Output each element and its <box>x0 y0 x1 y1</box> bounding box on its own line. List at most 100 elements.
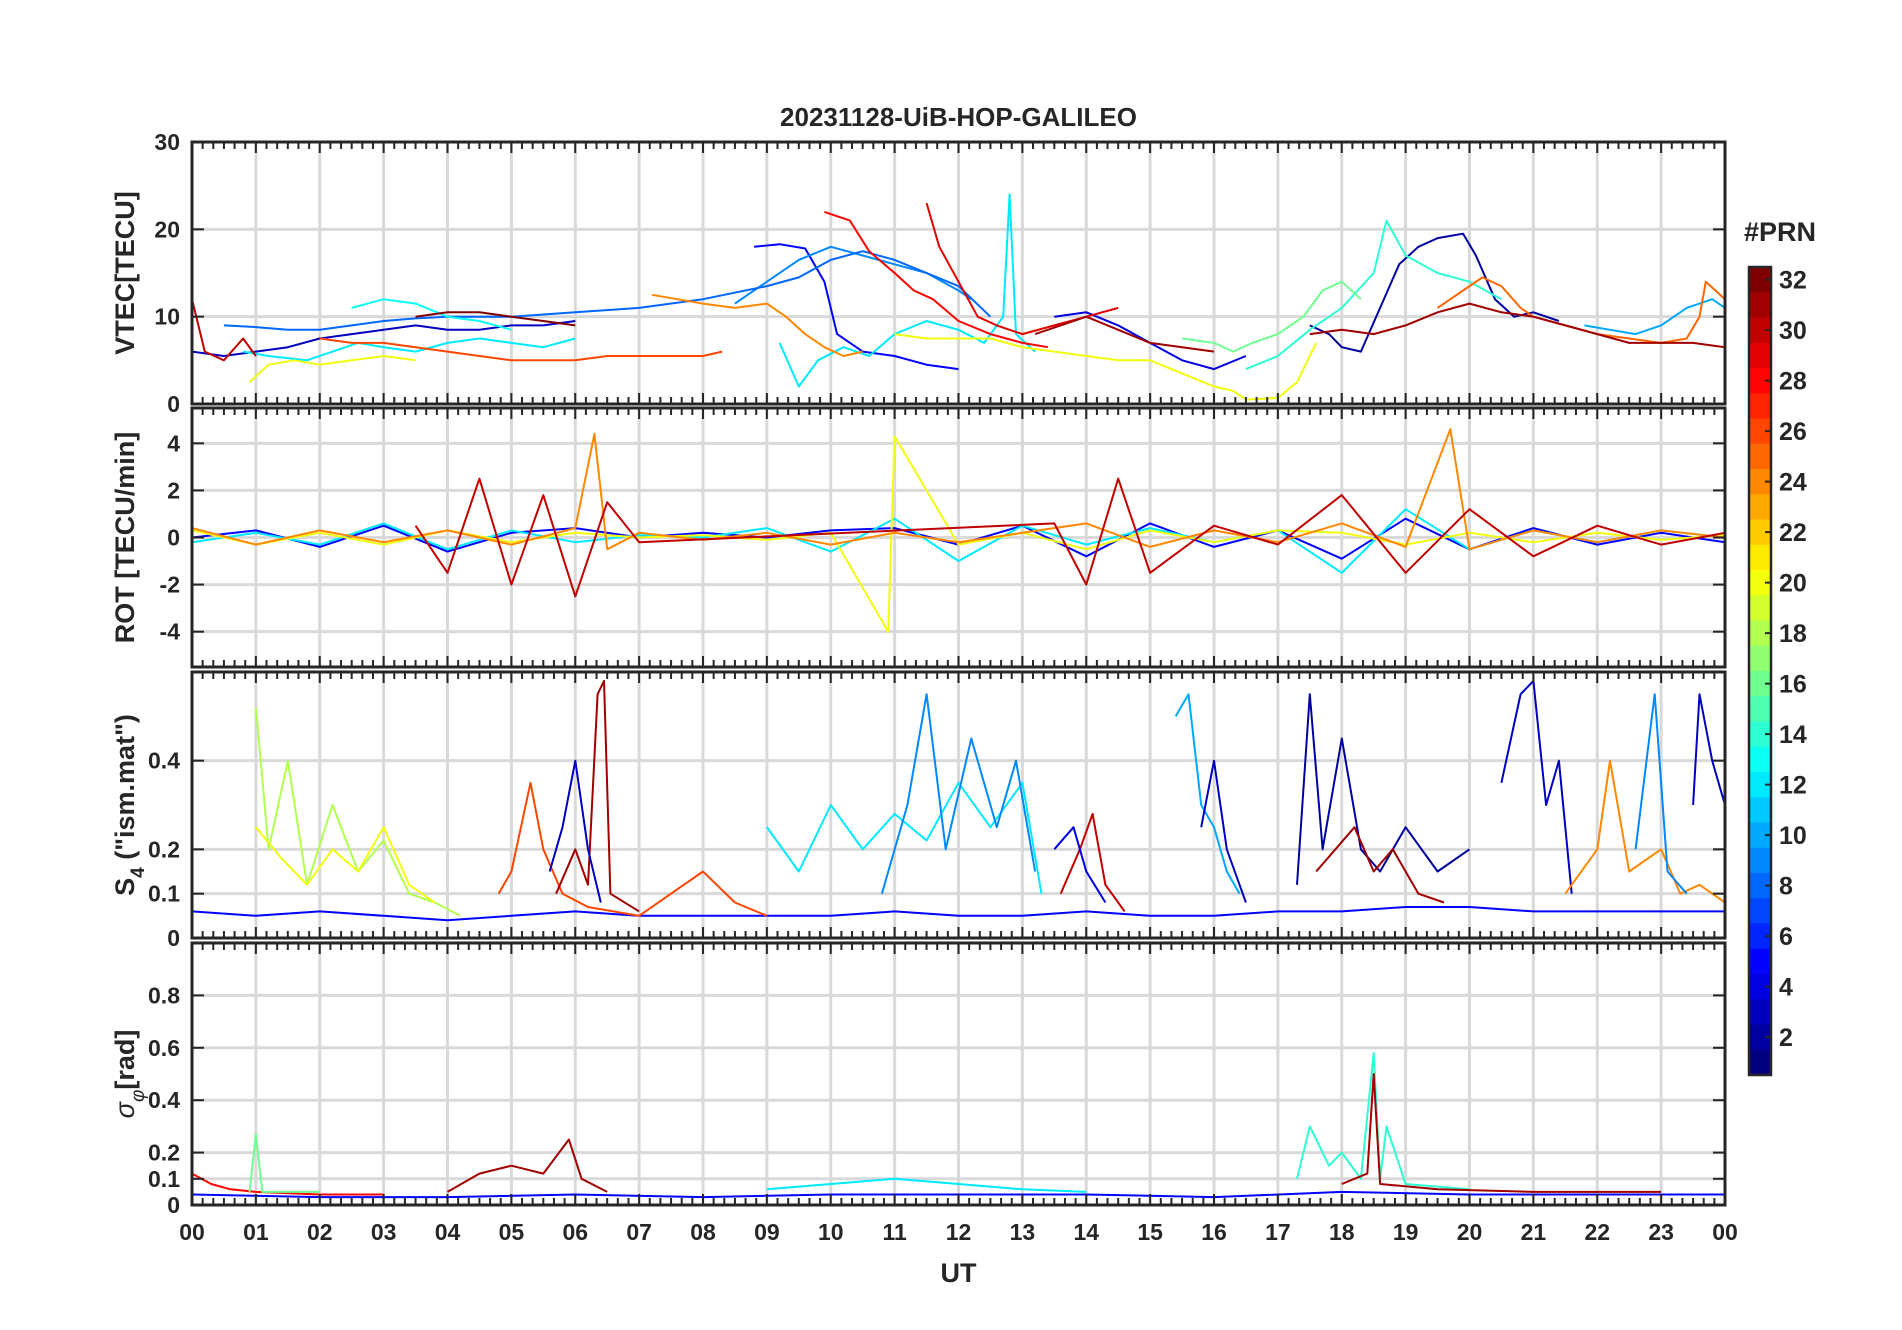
colorbar-tick-label: 22 <box>1779 519 1807 547</box>
colorbar-tick-label: 14 <box>1779 721 1807 749</box>
x-tick-label: 05 <box>499 1219 525 1245</box>
colorbar-segment <box>1749 544 1771 571</box>
x-tick-label: 23 <box>1648 1219 1674 1245</box>
x-tick-label: 17 <box>1265 1219 1291 1245</box>
y-tick-label: 0.2 <box>148 1140 180 1166</box>
series-line <box>1296 1052 1470 1191</box>
series-line <box>447 1138 608 1193</box>
series-line <box>824 210 1049 349</box>
colorbar-segment <box>1749 620 1771 647</box>
series-line <box>1341 1073 1662 1193</box>
colorbar-segment <box>1749 317 1771 344</box>
colorbar-tick-label: 24 <box>1779 469 1807 497</box>
series-line <box>1296 693 1471 885</box>
colorbar-segment <box>1749 797 1771 824</box>
chart-title: 20231128-UiB-HOP-GALILEO <box>780 102 1137 132</box>
series-line <box>415 311 576 327</box>
panel-2-y-ticks: -4 -2 0 2 4 <box>160 430 1725 645</box>
panel-1-grid <box>192 142 1725 404</box>
y-tick-label: 0.4 <box>148 748 180 774</box>
x-tick-label: 22 <box>1584 1219 1610 1245</box>
colorbar-frame <box>1747 265 1773 1077</box>
colorbar-segment <box>1749 494 1771 521</box>
series-line <box>778 193 1036 388</box>
panel-4-grid <box>192 943 1725 1205</box>
colorbar-tick-label: 4 <box>1779 974 1793 1002</box>
colorbar-segment <box>1749 342 1771 369</box>
y-tick-label: -4 <box>160 619 181 645</box>
colorbar-segment <box>1749 393 1771 420</box>
colorbar-segment <box>1749 671 1771 697</box>
colorbar-segment <box>1749 1024 1771 1051</box>
y-axis-label: σφ[rad] <box>110 1030 149 1119</box>
y-tick-label: 0 <box>167 925 180 951</box>
x-tick-label: 19 <box>1393 1219 1419 1245</box>
colorbar-segment <box>1749 898 1771 925</box>
series-line <box>1200 759 1247 903</box>
colorbar-segment <box>1749 267 1771 293</box>
colorbar-tick-label: 2 <box>1779 1024 1793 1052</box>
series-line <box>1500 679 1573 894</box>
colorbar-segment <box>1749 822 1771 849</box>
y-tick-label: 0 <box>167 391 180 417</box>
series-line <box>497 781 768 917</box>
y-tick-label: 10 <box>154 304 180 330</box>
colorbar-segment <box>1749 847 1771 874</box>
series-line <box>766 781 1043 894</box>
x-tick-label: 18 <box>1329 1219 1355 1245</box>
panel-3: 0 0.1 0.2 0.4S4 ("ism.mat") <box>110 670 1727 951</box>
colorbar-tick-label: 26 <box>1779 418 1807 446</box>
series-line <box>192 428 1725 551</box>
series-line <box>248 1133 320 1193</box>
series-line <box>548 759 602 903</box>
colorbar-tick-label: 16 <box>1779 671 1807 699</box>
y-tick-label: 0.8 <box>148 982 180 1008</box>
y-tick-label: 0.1 <box>148 1166 180 1192</box>
series-line <box>651 293 863 357</box>
series-line <box>1584 298 1725 336</box>
colorbar-segment <box>1749 974 1771 1000</box>
colorbar-segment <box>1749 1049 1771 1076</box>
series-line <box>1034 315 1215 353</box>
series-line <box>1564 759 1725 904</box>
colorbar-segment <box>1749 999 1771 1026</box>
colorbar-tick-label: 30 <box>1779 317 1807 345</box>
colorbar-segment <box>1749 923 1771 950</box>
x-tick-label: 13 <box>1010 1219 1036 1245</box>
series-line <box>192 298 257 362</box>
panel-1-x-ticks <box>191 142 1726 404</box>
series-line <box>254 707 461 917</box>
colorbar-title: #PRN <box>1744 217 1816 247</box>
colorbar-tick-label: 20 <box>1779 570 1807 598</box>
series-line <box>242 337 576 362</box>
y-tick-label: 0.1 <box>148 881 180 907</box>
x-tick-label: 14 <box>1073 1219 1099 1245</box>
series-line <box>414 477 1725 598</box>
panel-4-x-ticks <box>191 943 1726 1205</box>
colorbar-segment <box>1749 595 1771 622</box>
series-line <box>894 333 1318 401</box>
colorbar-tick-label: 10 <box>1779 822 1807 850</box>
panel-3-series <box>192 679 1725 922</box>
series-line <box>255 826 436 904</box>
colorbar-segment <box>1749 443 1771 470</box>
series-line <box>880 693 1037 894</box>
series-line <box>1059 812 1126 912</box>
x-tick-label: 20 <box>1457 1219 1483 1245</box>
series-line <box>1245 219 1502 371</box>
colorbar-segment <box>1749 696 1771 723</box>
series-line <box>1174 693 1241 895</box>
colorbar-segment <box>1749 772 1771 798</box>
colorbar-tick-label: 8 <box>1779 873 1793 901</box>
series-line <box>192 1172 384 1196</box>
panel-3-x-ticks <box>191 672 1726 938</box>
colorbar-segment <box>1749 469 1771 495</box>
colorbar-tick-label: 12 <box>1779 772 1807 800</box>
x-tick-label: 21 <box>1521 1219 1547 1245</box>
series-line <box>1309 232 1560 353</box>
x-tick-label: 03 <box>371 1219 397 1245</box>
y-tick-label: 20 <box>154 216 180 242</box>
series-line <box>319 337 723 362</box>
colorbar-segment <box>1749 645 1771 672</box>
